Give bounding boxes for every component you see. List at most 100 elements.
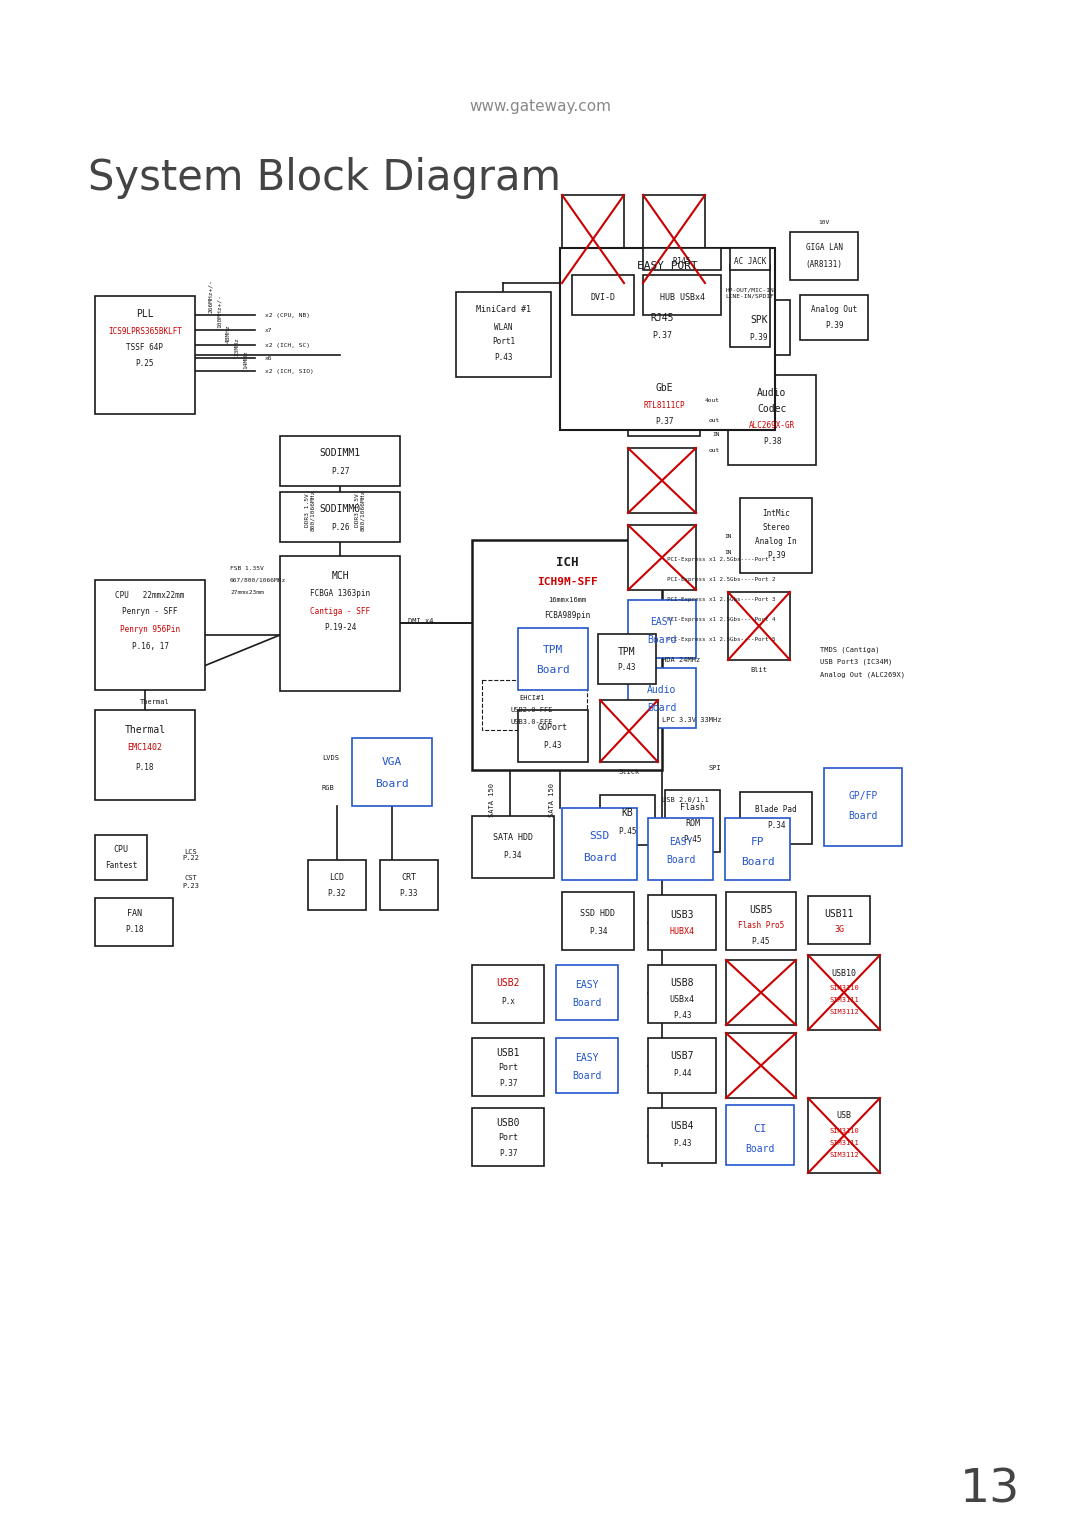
Text: Blit: Blit bbox=[751, 667, 768, 673]
Text: IN: IN bbox=[713, 432, 720, 438]
Text: SSD: SSD bbox=[590, 831, 609, 841]
Text: Audio: Audio bbox=[757, 388, 786, 399]
Text: USB8: USB8 bbox=[671, 977, 693, 988]
Text: CI: CI bbox=[753, 1124, 767, 1135]
Text: ROM: ROM bbox=[685, 820, 700, 829]
Text: SIM3110: SIM3110 bbox=[829, 1128, 859, 1135]
Text: Board: Board bbox=[745, 1144, 774, 1154]
Text: P.16, 17: P.16, 17 bbox=[132, 641, 168, 651]
Bar bbox=[808, 1098, 880, 1173]
Text: RJ45: RJ45 bbox=[650, 313, 674, 324]
Text: PCI-Express x1 2.5Gbs----Port 3: PCI-Express x1 2.5Gbs----Port 3 bbox=[667, 597, 775, 603]
Bar bbox=[627, 600, 696, 658]
Text: HP-OUT/MIC-IN
LINE-IN/SPDIF: HP-OUT/MIC-IN LINE-IN/SPDIF bbox=[726, 287, 774, 298]
Text: CPU   22mmx22mm: CPU 22mmx22mm bbox=[116, 591, 185, 600]
Bar bbox=[740, 793, 812, 844]
Bar bbox=[95, 898, 173, 947]
Bar bbox=[643, 195, 705, 282]
Text: P.44: P.44 bbox=[673, 1069, 691, 1078]
Bar bbox=[572, 275, 634, 315]
Text: Blade Pad: Blade Pad bbox=[755, 806, 797, 814]
Text: EASY PORT: EASY PORT bbox=[637, 261, 698, 270]
Text: USB Port3 (IC34M): USB Port3 (IC34M) bbox=[820, 658, 892, 666]
Text: FP: FP bbox=[751, 837, 765, 847]
Text: P.37: P.37 bbox=[499, 1150, 517, 1159]
Text: P.45: P.45 bbox=[684, 835, 702, 844]
Text: USB2: USB2 bbox=[496, 977, 519, 988]
Text: Cantiga - SFF: Cantiga - SFF bbox=[310, 606, 370, 615]
Text: VGA: VGA bbox=[382, 757, 402, 767]
Text: FSB 1.35V: FSB 1.35V bbox=[230, 565, 264, 571]
Text: P.34: P.34 bbox=[589, 927, 607, 936]
Text: AC JACK: AC JACK bbox=[733, 257, 766, 266]
Text: Stereo: Stereo bbox=[762, 524, 789, 533]
Bar bbox=[561, 247, 775, 431]
Text: EASY: EASY bbox=[576, 1054, 598, 1063]
Bar bbox=[648, 1038, 716, 1093]
Text: x2 (ICH, SIO): x2 (ICH, SIO) bbox=[265, 368, 314, 374]
Bar bbox=[556, 1038, 618, 1093]
Bar bbox=[643, 275, 721, 315]
Text: LPC 3.3V 33MHz: LPC 3.3V 33MHz bbox=[662, 718, 721, 722]
Text: MiniCard #1: MiniCard #1 bbox=[476, 305, 531, 315]
Text: Analog In: Analog In bbox=[755, 538, 797, 547]
Text: System Block Diagram: System Block Diagram bbox=[87, 157, 561, 199]
Text: P.27: P.27 bbox=[330, 467, 349, 476]
Text: www.gateway.com: www.gateway.com bbox=[469, 99, 611, 115]
Text: Board: Board bbox=[647, 635, 677, 644]
Text: CPU: CPU bbox=[113, 844, 129, 854]
Text: SIM3111: SIM3111 bbox=[829, 1141, 859, 1145]
Text: ICH9M-SFF: ICH9M-SFF bbox=[537, 577, 597, 586]
Bar bbox=[648, 1109, 716, 1164]
Text: Board: Board bbox=[741, 857, 774, 867]
Text: P.32: P.32 bbox=[327, 890, 347, 898]
Text: out: out bbox=[708, 417, 720, 423]
Text: Port1: Port1 bbox=[491, 337, 515, 347]
Text: SATA 150: SATA 150 bbox=[549, 783, 555, 817]
Bar bbox=[728, 592, 789, 660]
Bar bbox=[808, 896, 870, 944]
Bar bbox=[280, 556, 400, 692]
Text: GP/FP: GP/FP bbox=[848, 791, 878, 802]
Text: P.39: P.39 bbox=[825, 321, 843, 330]
Text: FCBGA 1363pin: FCBGA 1363pin bbox=[310, 589, 370, 599]
Bar bbox=[352, 738, 432, 806]
Bar bbox=[472, 965, 544, 1023]
Bar bbox=[598, 634, 656, 684]
Text: Board: Board bbox=[582, 854, 617, 863]
Text: DDR3 1.5V
800/1066MHz: DDR3 1.5V 800/1066MHz bbox=[305, 489, 315, 530]
Text: Board: Board bbox=[665, 855, 696, 864]
Bar bbox=[627, 667, 696, 728]
Text: Flash Pro5: Flash Pro5 bbox=[738, 921, 784, 930]
Text: Audio: Audio bbox=[647, 686, 677, 695]
Text: Codec: Codec bbox=[757, 405, 786, 414]
Text: P.33: P.33 bbox=[400, 890, 418, 898]
Text: EASY: EASY bbox=[576, 980, 598, 989]
Text: EASY: EASY bbox=[650, 617, 674, 628]
Bar bbox=[730, 266, 770, 347]
Text: USB 2.0/1.1: USB 2.0/1.1 bbox=[662, 797, 708, 803]
Text: P.34: P.34 bbox=[767, 822, 785, 831]
Bar bbox=[728, 376, 816, 466]
Text: x6: x6 bbox=[265, 356, 272, 360]
Text: USB10: USB10 bbox=[832, 968, 856, 977]
Text: P.45: P.45 bbox=[752, 938, 770, 947]
Text: RJ45: RJ45 bbox=[673, 257, 691, 266]
Text: P.37: P.37 bbox=[652, 331, 672, 341]
Text: PCI-Express x1 2.5Gbs----Port 2: PCI-Express x1 2.5Gbs----Port 2 bbox=[667, 577, 775, 582]
Bar bbox=[730, 247, 770, 270]
Text: P.26: P.26 bbox=[330, 524, 349, 533]
Bar bbox=[518, 710, 588, 762]
Text: P.37: P.37 bbox=[499, 1080, 517, 1089]
Text: SIM3110: SIM3110 bbox=[829, 985, 859, 991]
Text: P.18: P.18 bbox=[125, 925, 144, 935]
Text: IntMic: IntMic bbox=[762, 510, 789, 519]
Text: Board: Board bbox=[572, 1070, 602, 1081]
Text: USB2.0-FFE: USB2.0-FFE bbox=[511, 707, 553, 713]
Text: out: out bbox=[708, 447, 720, 452]
Text: Thermal: Thermal bbox=[140, 699, 170, 705]
Text: ALC269X-GR: ALC269X-GR bbox=[748, 420, 795, 429]
Bar bbox=[643, 247, 721, 270]
Text: P.18: P.18 bbox=[136, 764, 154, 773]
Text: P.25: P.25 bbox=[136, 359, 154, 368]
